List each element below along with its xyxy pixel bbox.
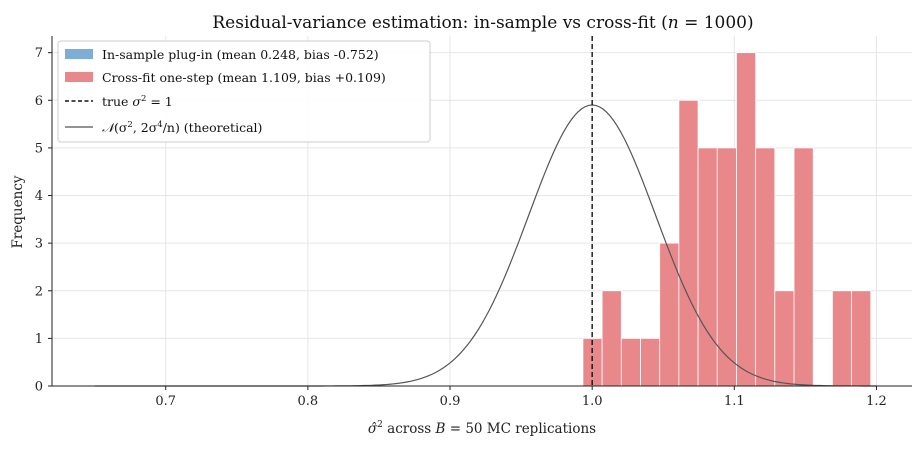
y-tick-label: 2 [35, 284, 43, 299]
y-tick-label: 4 [35, 189, 43, 204]
histogram-bar [755, 147, 776, 387]
legend-label-cross-fit: Cross-fit one-step (mean 1.109, bias +0.… [102, 70, 386, 85]
x-tick-label: 0.8 [298, 394, 319, 409]
legend-patch-cross-fit [65, 72, 93, 82]
x-tick-label: 1.1 [724, 394, 745, 409]
y-tick-label: 6 [35, 94, 43, 109]
legend-label-in-sample: In-sample plug-in (mean 0.248, bias -0.7… [102, 47, 379, 62]
x-tick-label: 1.0 [582, 394, 603, 409]
histogram-bar [774, 290, 795, 387]
histogram-bar [678, 99, 699, 387]
histogram-bar [831, 290, 852, 387]
histogram-bar [601, 290, 622, 387]
y-axis-label: Frequency [10, 175, 26, 248]
histogram-bar [716, 147, 737, 387]
legend-label-theoretical: 𝒩(σ2, 2σ4/n) (theoretical) [102, 120, 262, 135]
histogram-bar [582, 337, 603, 387]
histogram-bar [736, 52, 757, 387]
x-tick-label: 1.2 [866, 394, 887, 409]
x-tick-label: 0.7 [155, 394, 176, 409]
y-ticks: 0 1 2 3 4 5 6 7 [35, 46, 52, 395]
y-tick-label: 0 [35, 380, 43, 395]
histogram-bar [851, 290, 872, 387]
legend-frame [57, 40, 431, 143]
x-ticks: 0.7 0.8 0.9 1.0 1.1 1.2 [155, 386, 887, 409]
histogram-bar [620, 337, 641, 387]
histogram-bar [640, 337, 661, 387]
histogram-bar [697, 147, 718, 387]
axes [51, 36, 912, 387]
histogram-bar [659, 242, 680, 387]
legend-label-true-sigma: true σ2 = 1 [102, 94, 173, 109]
y-tick-label: 3 [35, 237, 43, 252]
x-tick-label: 0.9 [440, 394, 461, 409]
y-tick-label: 1 [35, 332, 43, 347]
y-tick-label: 7 [35, 46, 43, 61]
x-axis-label: σ̂2 across B = 50 MC replications [368, 420, 596, 437]
legend-patch-in-sample [65, 49, 93, 59]
chart-title: Residual-variance estimation: in-sample … [212, 13, 753, 33]
y-tick-label: 5 [35, 141, 43, 156]
bars [582, 52, 872, 387]
legend: In-sample plug-in (mean 0.248, bias -0.7… [57, 40, 431, 143]
histogram-bar [793, 147, 814, 387]
